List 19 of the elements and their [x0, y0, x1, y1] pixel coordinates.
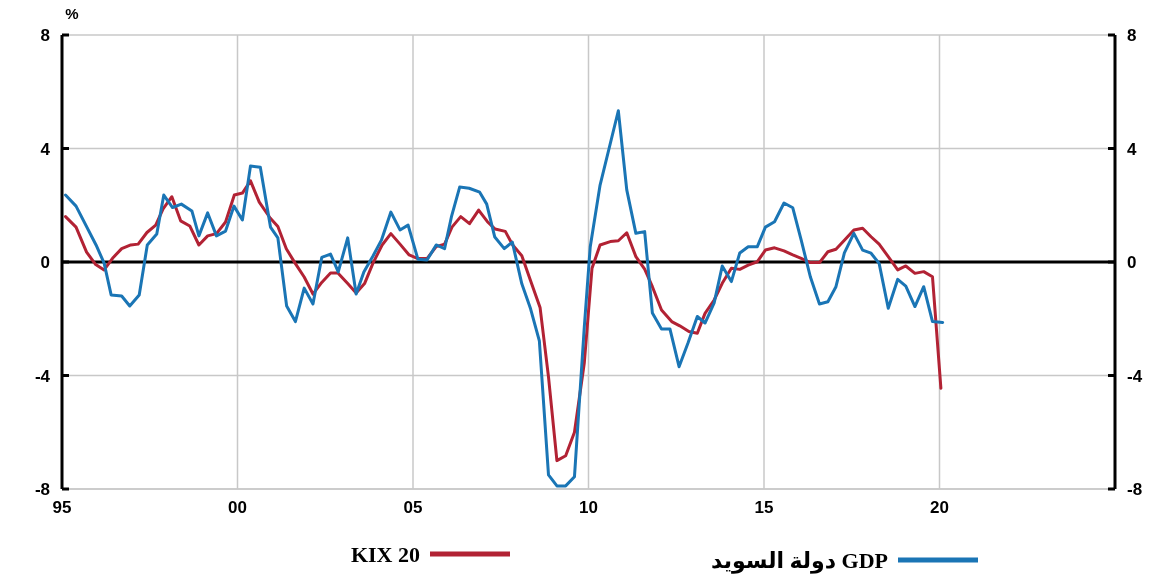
y-tick-label: -4: [34, 366, 51, 386]
y-tick-label: -8: [34, 480, 50, 499]
x-tick-label: 95: [52, 498, 72, 517]
y-axis-title: %: [65, 5, 79, 22]
legend-label: GDP دولة السويد: [711, 548, 888, 574]
y-tick-label: 0: [40, 253, 50, 272]
x-tick-label: 20: [930, 498, 949, 517]
y2-tick-label: 8: [1127, 26, 1137, 45]
y2-tick-label: 0: [1127, 253, 1137, 272]
y-tick-label: 8: [40, 26, 50, 45]
y2-tick-label: 4: [1127, 139, 1137, 159]
x-tick-label: 10: [579, 498, 598, 517]
x-tick-label: 15: [754, 498, 774, 517]
legend-label: KIX 20: [350, 542, 420, 567]
x-tick-label: 00: [228, 498, 247, 517]
y2-tick-label: -8: [1127, 480, 1143, 499]
y2-tick-label: -4: [1127, 366, 1143, 386]
x-tick-label: 05: [403, 498, 423, 517]
y-tick-label: 4: [40, 139, 51, 159]
